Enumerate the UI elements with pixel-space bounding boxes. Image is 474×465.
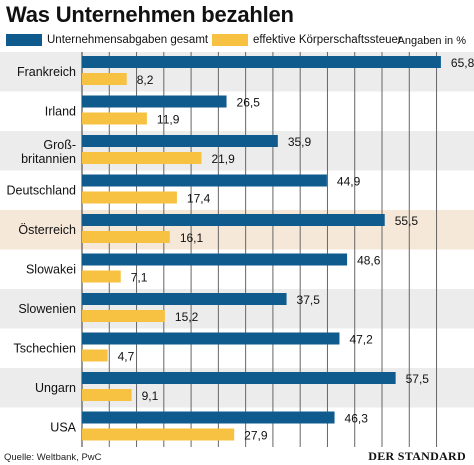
bar-koerperschaftssteuer xyxy=(82,270,121,283)
bar-koerperschaftssteuer xyxy=(82,231,170,243)
bar-gesamt xyxy=(82,214,385,226)
category-label: Irland xyxy=(45,104,76,118)
category-label: Österreich xyxy=(18,223,76,237)
category-label: Slowakei xyxy=(26,262,76,276)
data-label-gesamt: 26,5 xyxy=(237,96,261,110)
category-label: Frankreich xyxy=(17,65,76,79)
data-label-gesamt: 37,5 xyxy=(297,293,321,307)
bar-gesamt xyxy=(82,372,396,384)
bar-gesamt xyxy=(82,332,340,345)
data-label-gesamt: 55,5 xyxy=(395,214,419,228)
legend-swatch-gesamt xyxy=(6,34,42,46)
bar-gesamt xyxy=(82,56,441,68)
bar-koerperschaftssteuer xyxy=(82,310,165,322)
bar-koerperschaftssteuer xyxy=(82,152,202,164)
category-label: USA xyxy=(50,420,76,434)
data-label-gesamt: 65,8 xyxy=(451,56,474,70)
bar-koerperschaftssteuer xyxy=(82,389,132,401)
bar-gesamt xyxy=(82,253,348,266)
bar-gesamt xyxy=(82,174,327,187)
data-label-koerperschaftssteuer: 4,7 xyxy=(118,350,135,364)
bar-gesamt xyxy=(82,293,287,305)
bar-koerperschaftssteuer xyxy=(82,191,177,204)
data-label-koerperschaftssteuer: 15,2 xyxy=(175,310,199,324)
data-label-koerperschaftssteuer: 11,9 xyxy=(157,113,180,127)
bar-koerperschaftssteuer xyxy=(82,73,127,85)
data-label-gesamt: 57,5 xyxy=(406,372,430,386)
legend-label-gesamt: Unternehmensabgaben gesamt xyxy=(47,34,209,46)
data-label-gesamt: 48,6 xyxy=(357,254,381,268)
bar-koerperschaftssteuer xyxy=(82,112,147,125)
bar-gesamt xyxy=(82,135,278,147)
bar-gesamt xyxy=(82,95,227,108)
data-label-koerperschaftssteuer: 16,1 xyxy=(180,231,204,245)
chart-title: Was Unternehmen bezahlen xyxy=(6,2,294,27)
legend-swatch-koerperschaftssteuer xyxy=(212,34,248,46)
legend-item-koerperschaftssteuer: effektive Körperschaftssteuer xyxy=(212,34,402,46)
legend-label-koerperschaftssteuer: effektive Körperschaftssteuer xyxy=(253,34,402,46)
data-label-gesamt: 47,2 xyxy=(349,333,373,347)
category-label: Slowenien xyxy=(18,302,76,316)
bar-koerperschaftssteuer xyxy=(82,428,235,441)
legend: Unternehmensabgaben gesamt effektive Kör… xyxy=(0,34,474,50)
data-label-gesamt: 44,9 xyxy=(337,175,361,189)
data-label-koerperschaftssteuer: 7,1 xyxy=(131,271,148,285)
unit-note: Angaben in % xyxy=(397,35,467,47)
category-label: Deutschland xyxy=(7,183,77,197)
row-background xyxy=(0,91,474,131)
bar-gesamt xyxy=(82,411,335,424)
legend-item-gesamt: Unternehmensabgaben gesamt xyxy=(6,34,208,46)
bar-chart: Frankreich 65,8 8,2 Irland 26,5 11,9 Groß-brit… xyxy=(0,52,474,447)
data-label-koerperschaftssteuer: 17,4 xyxy=(187,192,211,206)
data-label-koerperschaftssteuer: 8,2 xyxy=(137,73,154,87)
data-label-koerperschaftssteuer: 21,9 xyxy=(211,152,235,166)
data-label-gesamt: 46,3 xyxy=(345,412,369,426)
category-label: Groß-britannien xyxy=(21,138,76,166)
data-label-gesamt: 35,9 xyxy=(288,135,312,149)
data-label-koerperschaftssteuer: 27,9 xyxy=(244,429,268,443)
brand-logo: DER STANDARD xyxy=(368,449,466,463)
category-label: Ungarn xyxy=(35,381,76,395)
source-note: Quelle: Weltbank, PwC xyxy=(4,452,102,463)
category-label: Tschechien xyxy=(13,341,76,355)
data-label-koerperschaftssteuer: 9,1 xyxy=(142,389,159,403)
bar-koerperschaftssteuer xyxy=(82,349,108,362)
